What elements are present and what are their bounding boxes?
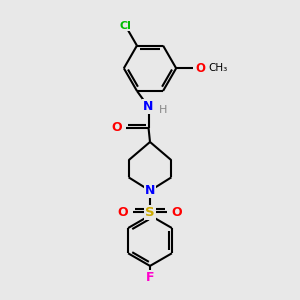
Text: H: H: [159, 105, 167, 115]
Text: N: N: [143, 100, 154, 113]
Text: O: O: [111, 121, 122, 134]
Text: Cl: Cl: [119, 20, 131, 31]
Text: N: N: [145, 184, 155, 197]
Text: O: O: [195, 62, 205, 75]
Text: S: S: [145, 206, 155, 219]
Text: O: O: [118, 206, 128, 219]
Text: F: F: [146, 271, 154, 284]
Text: O: O: [172, 206, 182, 219]
Text: CH₃: CH₃: [209, 63, 228, 73]
